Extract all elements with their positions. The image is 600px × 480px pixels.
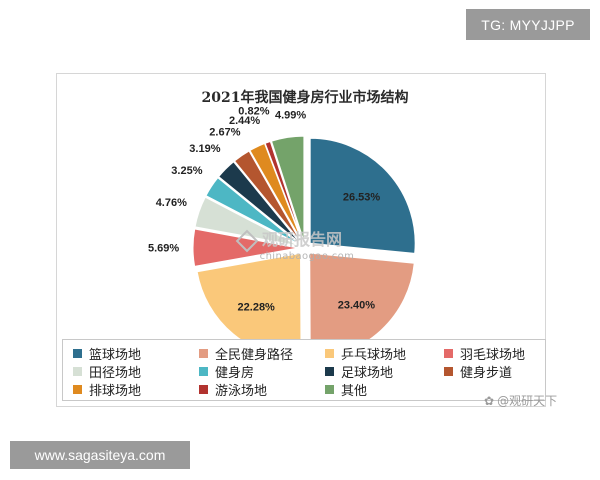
legend-item: 篮球场地 bbox=[73, 344, 142, 363]
pie-slice bbox=[205, 177, 300, 245]
pie-slice bbox=[194, 196, 299, 247]
legend-swatch bbox=[73, 366, 82, 376]
legend-label: 排球场地 bbox=[89, 383, 142, 399]
legend-swatch bbox=[444, 348, 453, 358]
pie-data-label: 3.19% bbox=[189, 143, 220, 155]
legend-item: 其他 bbox=[325, 380, 368, 399]
legend-label: 足球场地 bbox=[341, 365, 394, 381]
watermark-logo-icon bbox=[235, 229, 259, 253]
legend-item: 全民健身路径 bbox=[199, 344, 294, 363]
pie-slice bbox=[192, 228, 299, 267]
pie-data-label: 4.76% bbox=[156, 197, 187, 209]
corner-watermark: ✿ @观研天下 bbox=[484, 392, 557, 409]
legend-item: 排球场地 bbox=[73, 380, 142, 399]
corner-watermark-text: @观研天下 bbox=[497, 394, 558, 408]
pie-data-label: 5.69% bbox=[148, 243, 179, 255]
tg-badge: TG: MYYJJPP bbox=[466, 9, 590, 40]
chart-title: 2021年我国健身房行业市场结构 bbox=[202, 89, 409, 106]
legend-label: 其他 bbox=[341, 383, 368, 399]
legend-item: 羽毛球场地 bbox=[444, 344, 526, 363]
pie-data-label: 2.44% bbox=[229, 115, 260, 127]
legend-label: 田径场地 bbox=[89, 365, 142, 381]
legend-label: 游泳场地 bbox=[215, 383, 268, 399]
pie-data-label: 4.99% bbox=[275, 110, 306, 122]
watermark-logo-text: 观研报告网 bbox=[262, 230, 342, 249]
pie-data-label: 22.28% bbox=[238, 302, 276, 314]
paw-icon: ✿ bbox=[484, 393, 495, 408]
pie-data-label: 3.25% bbox=[171, 165, 202, 177]
legend-label: 篮球场地 bbox=[89, 347, 142, 363]
legend-item: 乒乓球场地 bbox=[325, 344, 407, 363]
legend-item: 田径场地 bbox=[73, 362, 142, 381]
legend-label: 健身步道 bbox=[460, 365, 513, 381]
legend-item: 健身步道 bbox=[444, 362, 513, 381]
pie-chart: 2021年我国健身房行业市场结构 26.53% 23.40% 22.28% 5.69%… bbox=[148, 89, 416, 359]
legend-item: 游泳场地 bbox=[199, 380, 268, 399]
legend-label: 乒乓球场地 bbox=[341, 347, 407, 363]
legend-item: 健身房 bbox=[199, 362, 255, 381]
legend-swatch bbox=[199, 366, 208, 376]
pie-slice bbox=[270, 135, 305, 242]
pie-slice bbox=[217, 161, 301, 244]
legend-swatch bbox=[325, 384, 334, 394]
legend-label: 全民健身路径 bbox=[215, 347, 294, 363]
legend-swatch bbox=[325, 348, 334, 358]
legend-label: 羽毛球场地 bbox=[460, 347, 526, 363]
legend-swatch bbox=[199, 348, 208, 358]
watermark: 观研报告网 chinabaogao.com bbox=[235, 229, 355, 262]
watermark-site-text: chinabaogao.com bbox=[260, 251, 355, 262]
pie-slice bbox=[264, 140, 304, 242]
pie-slice bbox=[309, 137, 416, 254]
legend-swatch bbox=[73, 348, 82, 358]
pie-slice bbox=[233, 150, 302, 243]
pie-data-label: 2.67% bbox=[209, 127, 240, 139]
pie-data-label: 0.82% bbox=[238, 106, 269, 118]
pie-slice bbox=[249, 142, 303, 242]
pie-data-label: 23.40% bbox=[338, 299, 376, 311]
legend-swatch bbox=[325, 366, 334, 376]
legend-swatch bbox=[73, 384, 82, 394]
legend-item: 足球场地 bbox=[325, 362, 394, 381]
pie-data-label: 26.53% bbox=[343, 192, 381, 204]
url-badge: www.sagasiteya.com bbox=[10, 441, 190, 469]
legend-swatch bbox=[444, 366, 453, 376]
legend-label: 健身房 bbox=[215, 365, 255, 381]
legend-swatch bbox=[199, 384, 208, 394]
chart-legend: 篮球场地 全民健身路径 乒乓球场地 羽毛球场地田径场地 健身房 足球场地 健身步道排球场地 游… bbox=[62, 339, 546, 401]
